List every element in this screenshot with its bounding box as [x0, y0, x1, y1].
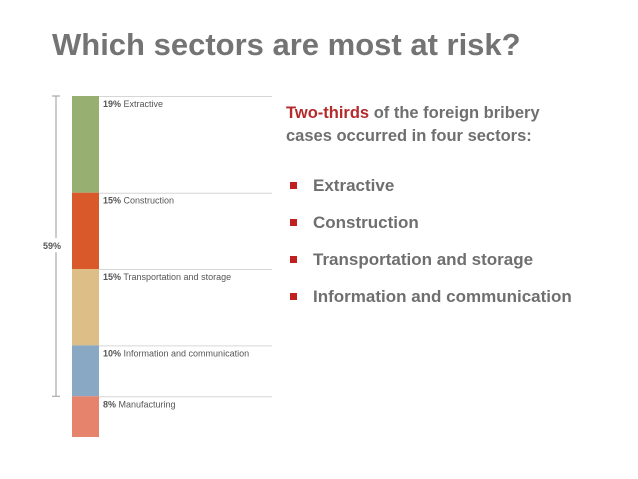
bullet-item-extractive: Extractive — [289, 174, 572, 211]
square-bullet-icon — [290, 219, 297, 226]
segment-label-transportation-and-storage: 15% Transportation and storage — [103, 272, 231, 282]
square-bullet-icon — [290, 182, 297, 189]
bar-segment-extractive — [72, 96, 99, 193]
bar-segment-information-and-communication — [72, 345, 99, 397]
segment-label-construction: 15% Construction — [103, 196, 174, 206]
bullet-item-transportation: Transportation and storage — [289, 248, 572, 285]
segment-label-extractive: 19% Extractive — [103, 99, 163, 109]
square-bullet-icon — [290, 293, 297, 300]
bracket-label: 59% — [43, 241, 61, 251]
bar-segment-construction — [72, 192, 99, 270]
square-bullet-icon — [290, 256, 297, 263]
slide-title: Which sectors are most at risk? — [52, 27, 521, 62]
bar-segment-manufacturing — [72, 396, 99, 437]
intro-highlight: Two-thirds — [286, 104, 370, 122]
bullet-item-construction: Construction — [289, 211, 572, 248]
bar-segment-transportation-and-storage — [72, 269, 99, 346]
sector-bullet-list: Extractive Construction Transportation a… — [289, 174, 572, 322]
segment-label-information-and-communication: 10% Information and communication — [103, 348, 249, 358]
bracket-label-background — [36, 238, 70, 253]
bullet-item-information: Information and communication — [289, 285, 572, 322]
intro-text: Two-thirds of the foreign bribery cases … — [286, 102, 586, 148]
intro-rest: of the foreign bribery cases occurred in… — [286, 104, 540, 145]
segment-label-manufacturing: 8% Manufacturing — [103, 399, 176, 409]
